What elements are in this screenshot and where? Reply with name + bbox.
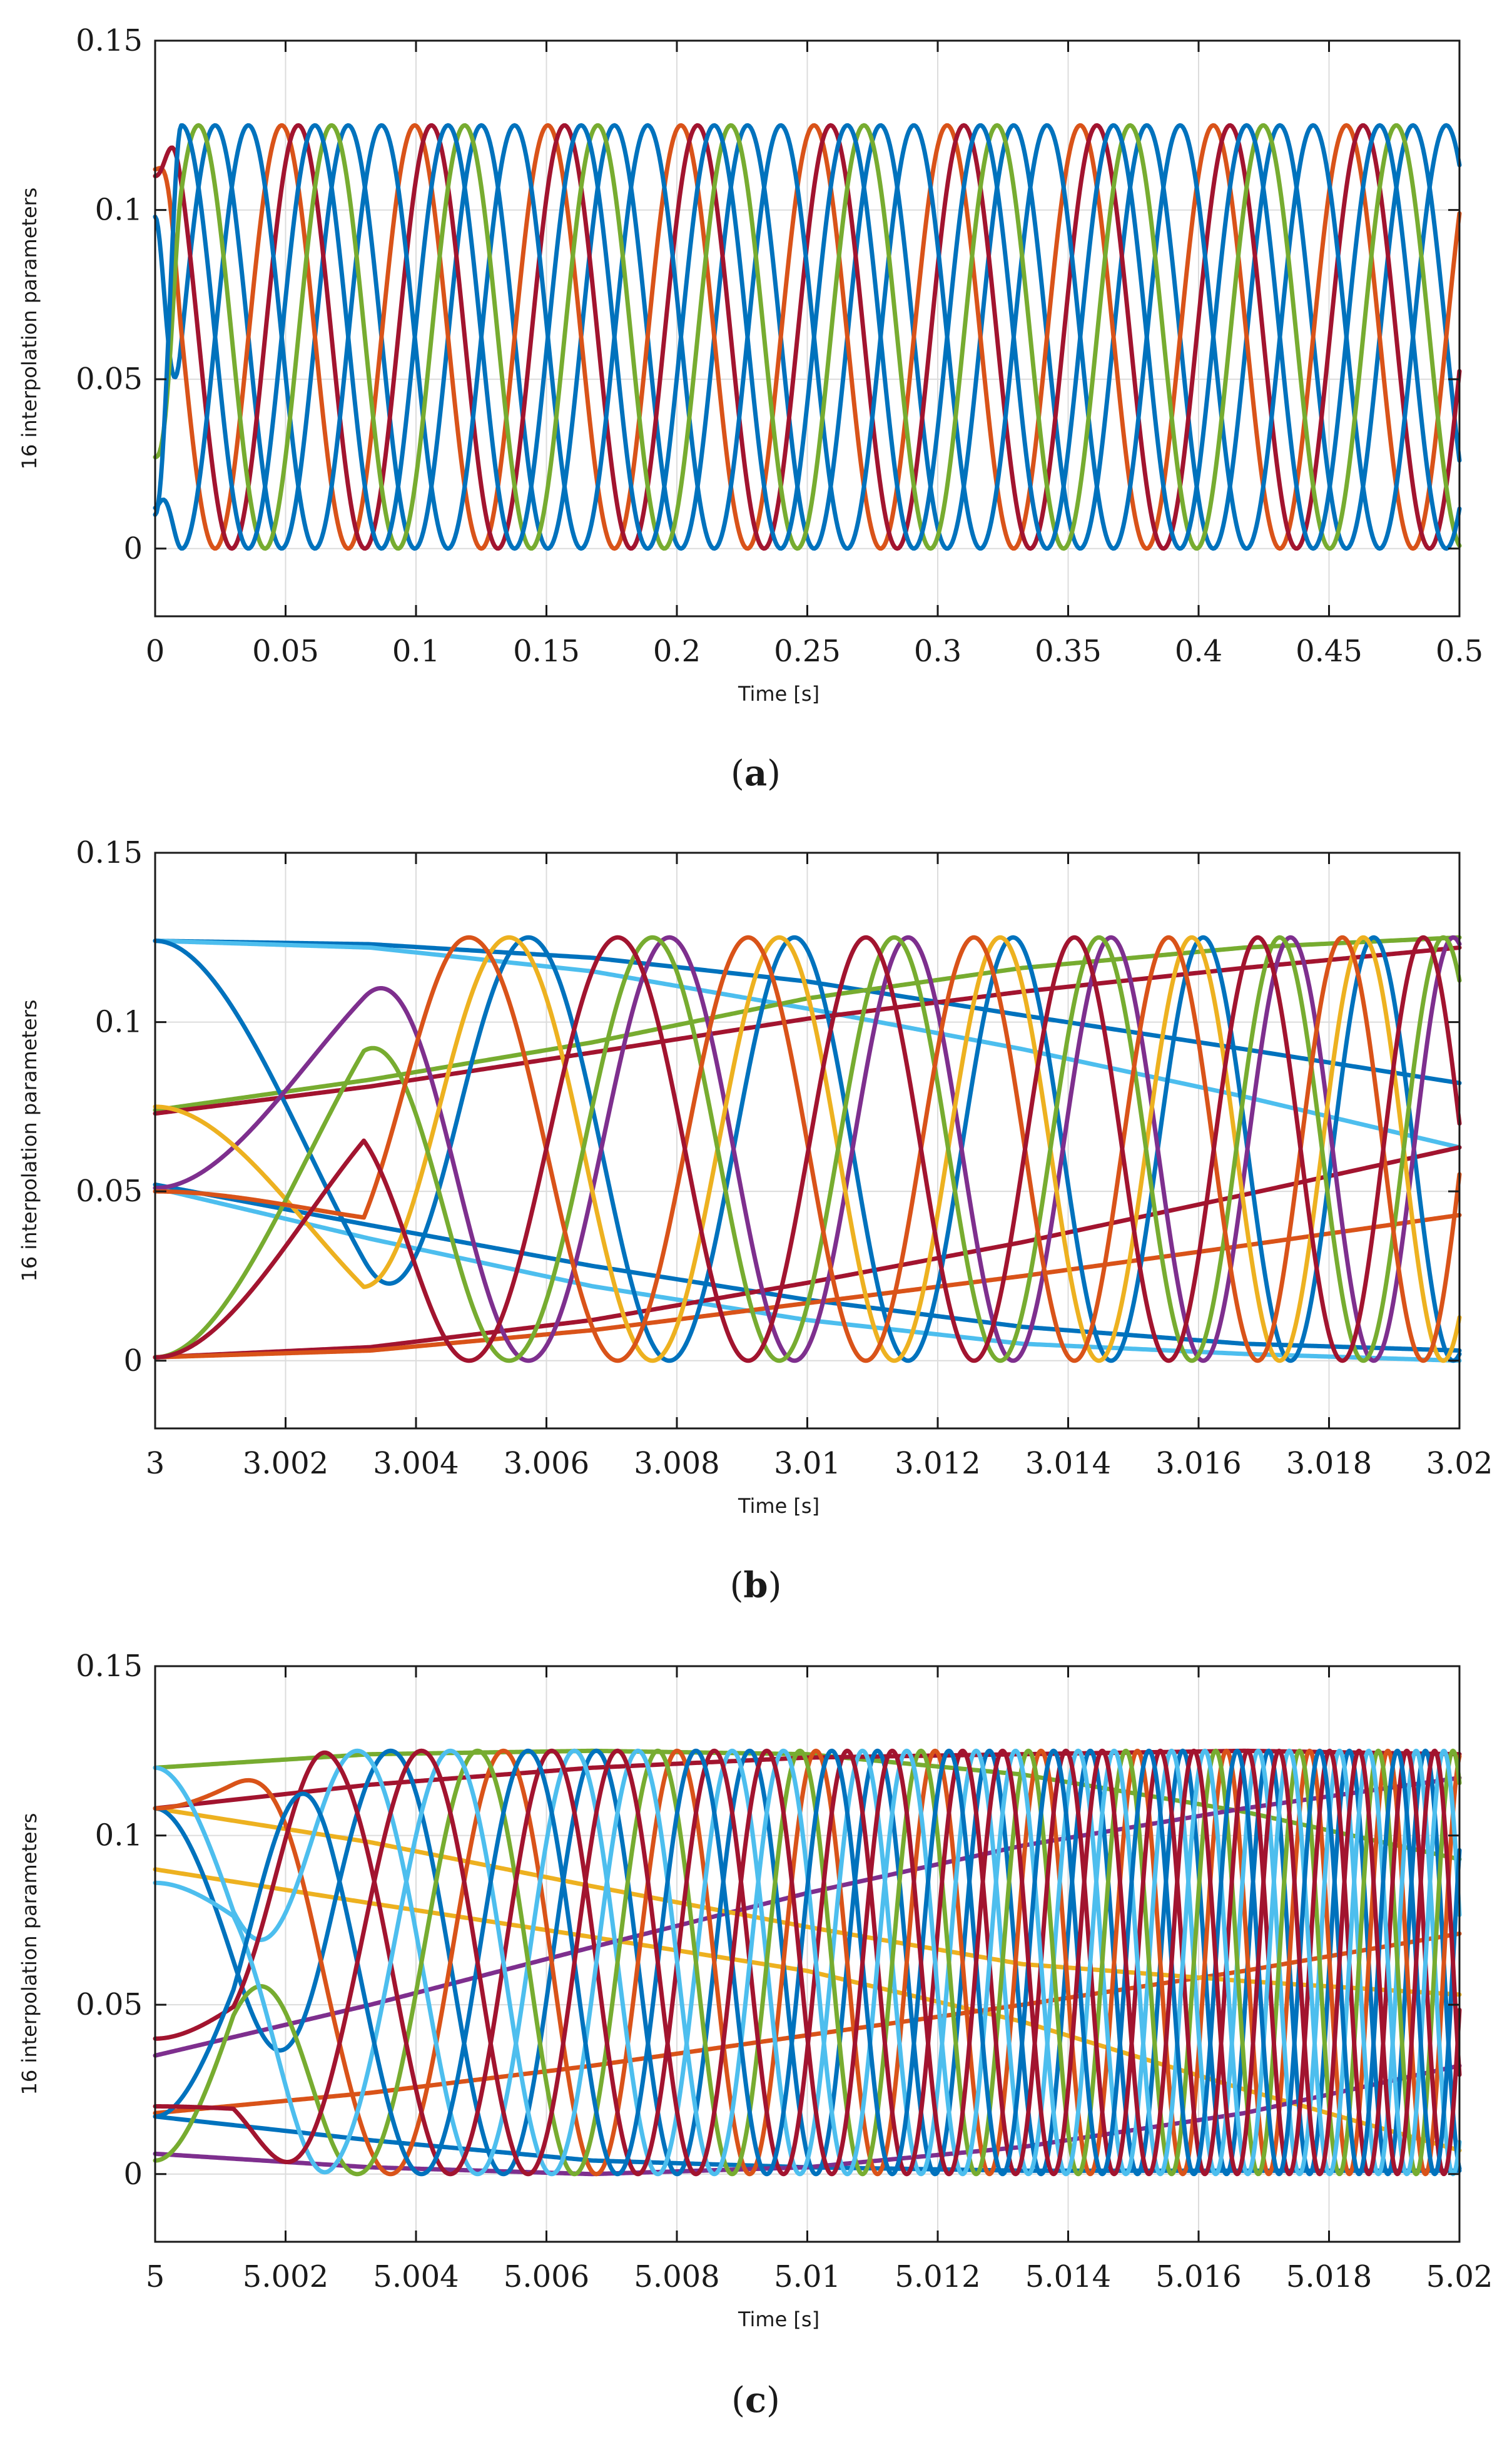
panel-b-xtick-label: 3.006 xyxy=(504,1446,589,1481)
panel-c-yticks: 0 0.05 0.1 0.15 xyxy=(76,1649,1459,2192)
panel-c-series-o8 xyxy=(153,1748,1462,2177)
panel-a-ytick-label: 0.1 xyxy=(95,193,143,228)
panel-a-series-p4 xyxy=(153,123,1462,551)
panel-b-series-o4 xyxy=(153,935,1462,1363)
panel-a-xtick-label: 0.25 xyxy=(774,634,841,669)
panel-a-xticks: 0 0.05 0.1 0.15 0.2 0.25 0.3 0.35 0.4 0.45 0.5 xyxy=(146,41,1483,669)
panel-a-series-p6 xyxy=(153,123,1462,551)
panel-c-series xyxy=(153,1748,1462,2177)
panel-b-ytick-label: 0.15 xyxy=(76,835,143,870)
panel-a-xtick-label: 0.35 xyxy=(1035,634,1102,669)
panel-b-ytick-label: 0.1 xyxy=(95,1005,143,1040)
panel-c-xtick-label: 5.008 xyxy=(634,2259,719,2294)
panel-b-series-o6 xyxy=(153,935,1462,1363)
panel-a-xlabel: Time [s] xyxy=(738,682,819,706)
panel-a-xtick-label: 0 xyxy=(146,634,165,669)
panel-c-ytick-label: 0.1 xyxy=(95,1818,143,1853)
panel-b-caption-close: ) xyxy=(768,1565,782,1606)
panel-c-caption-letter: c xyxy=(745,2379,766,2421)
panel-b-xtick-label: 3.02 xyxy=(1426,1446,1493,1481)
panel-c-xtick-label: 5.01 xyxy=(774,2259,841,2294)
panel-c-series-o4 xyxy=(153,1748,1462,2177)
panel-b-ylabel: 16 interpolation parameters xyxy=(18,1000,41,1282)
panel-a-caption-close: ) xyxy=(767,753,781,794)
panel-c-series-s3 xyxy=(153,1867,1462,2153)
panel-b-caption: (b) xyxy=(730,1565,782,1606)
panel-a-ytick-label: 0.15 xyxy=(76,23,143,58)
panel-c-caption: (c) xyxy=(731,2379,780,2421)
panel-b-xtick-label: 3.016 xyxy=(1155,1446,1241,1481)
panel-a: 0 0.05 0.1 0.15 0.2 0.25 0.3 0.35 0.4 0.45 0.5 0 0.… xyxy=(0,0,1512,807)
panel-c-ytick-label: 0 xyxy=(123,2157,143,2192)
panel-c-series-o7 xyxy=(153,1748,1462,2177)
panel-a-yticks: 0 0.05 0.1 0.15 xyxy=(76,23,1459,566)
panel-c-caption-open: ( xyxy=(731,2380,745,2421)
panel-c-ylabel: 16 interpolation parameters xyxy=(18,1813,41,2095)
panel-c-series-o3 xyxy=(153,1748,1462,2177)
panel-b-series xyxy=(153,935,1462,1363)
panel-c-xlabel: Time [s] xyxy=(738,2307,819,2331)
panel-b-ytick-label: 0 xyxy=(123,1343,143,1378)
panel-b-xtick-label: 3.012 xyxy=(895,1446,980,1481)
panel-b-xticks: 3 3.002 3.004 3.006 3.008 3.01 3.012 3.014 3.016… xyxy=(146,853,1493,1481)
panel-b-xtick-label: 3.004 xyxy=(373,1446,459,1481)
panel-a-caption-open: ( xyxy=(731,753,744,794)
panel-a-series-p5 xyxy=(153,123,1462,551)
panel-b-series-s1 xyxy=(153,939,1462,1086)
panel-a-xtick-label: 0.4 xyxy=(1175,634,1222,669)
panel-b-xtick-label: 3.018 xyxy=(1286,1446,1372,1481)
panel-b-xtick-label: 3.01 xyxy=(774,1446,841,1481)
panel-a-series xyxy=(153,123,1462,551)
panel-b-yticks: 0 0.05 0.1 0.15 xyxy=(76,835,1459,1378)
panel-c: 5 5.002 5.004 5.006 5.008 5.01 5.012 5.014 5.016… xyxy=(18,1649,1493,2421)
panel-b-xlabel: Time [s] xyxy=(738,1494,819,1518)
panel-b-series-o5 xyxy=(153,935,1462,1363)
panel-b-xtick-label: 3 xyxy=(146,1446,165,1481)
panel-a-xtick-label: 0.05 xyxy=(252,634,319,669)
panel-b: 3 3.002 3.004 3.006 3.008 3.01 3.012 3.014 3.016… xyxy=(18,835,1493,1606)
panel-a-xtick-label: 0.1 xyxy=(392,634,440,669)
panel-a-caption: (a) xyxy=(731,753,781,794)
panel-c-xtick-label: 5.012 xyxy=(895,2259,980,2294)
panel-a-xtick-label: 0.5 xyxy=(1436,634,1483,669)
panel-b-caption-open: ( xyxy=(730,1565,744,1606)
panel-c-xtick-label: 5.002 xyxy=(243,2259,328,2294)
panel-c-ytick-label: 0.15 xyxy=(76,1649,143,1684)
panel-a-ytick-label: 0.05 xyxy=(76,362,143,397)
panel-a-caption-letter: a xyxy=(744,753,767,794)
panel-a-ylabel: 16 interpolation parameters xyxy=(18,188,41,470)
panel-b-series-s6 xyxy=(153,1186,1462,1363)
panel-c-xtick-label: 5.018 xyxy=(1286,2259,1372,2294)
panel-a-series-p1 xyxy=(153,123,1462,551)
panel-a-xtick-label: 0.2 xyxy=(653,634,701,669)
panel-c-xtick-label: 5.004 xyxy=(373,2259,459,2294)
panel-c-caption-close: ) xyxy=(766,2380,780,2421)
panel-c-xtick-label: 5.014 xyxy=(1025,2259,1111,2294)
panel-c-xtick-label: 5 xyxy=(146,2259,165,2294)
panel-c-xtick-label: 5.02 xyxy=(1426,2259,1493,2294)
panel-a-ytick-label: 0 xyxy=(123,531,143,566)
panel-b-xtick-label: 3.008 xyxy=(634,1446,719,1481)
panel-c-series-s8 xyxy=(153,1806,1462,1997)
panel-b-xtick-label: 3.014 xyxy=(1025,1446,1111,1481)
panel-c-series-s1 xyxy=(153,1748,1462,1861)
panel-b-series-o3 xyxy=(153,935,1462,1363)
panel-b-ytick-label: 0.05 xyxy=(76,1174,143,1209)
panel-a-xtick-label: 0.3 xyxy=(914,634,961,669)
panel-b-xtick-label: 3.002 xyxy=(243,1446,328,1481)
panel-c-xtick-label: 5.016 xyxy=(1155,2259,1241,2294)
panel-a-xtick-label: 0.45 xyxy=(1296,634,1362,669)
panel-a-xtick-label: 0.15 xyxy=(513,634,580,669)
panel-c-xticks: 5 5.002 5.004 5.006 5.008 5.01 5.012 5.014 5.016… xyxy=(146,1666,1493,2294)
panel-c-xtick-label: 5.006 xyxy=(504,2259,589,2294)
panel-b-caption-letter: b xyxy=(743,1565,768,1606)
panel-c-ytick-label: 0.05 xyxy=(76,1987,143,2022)
